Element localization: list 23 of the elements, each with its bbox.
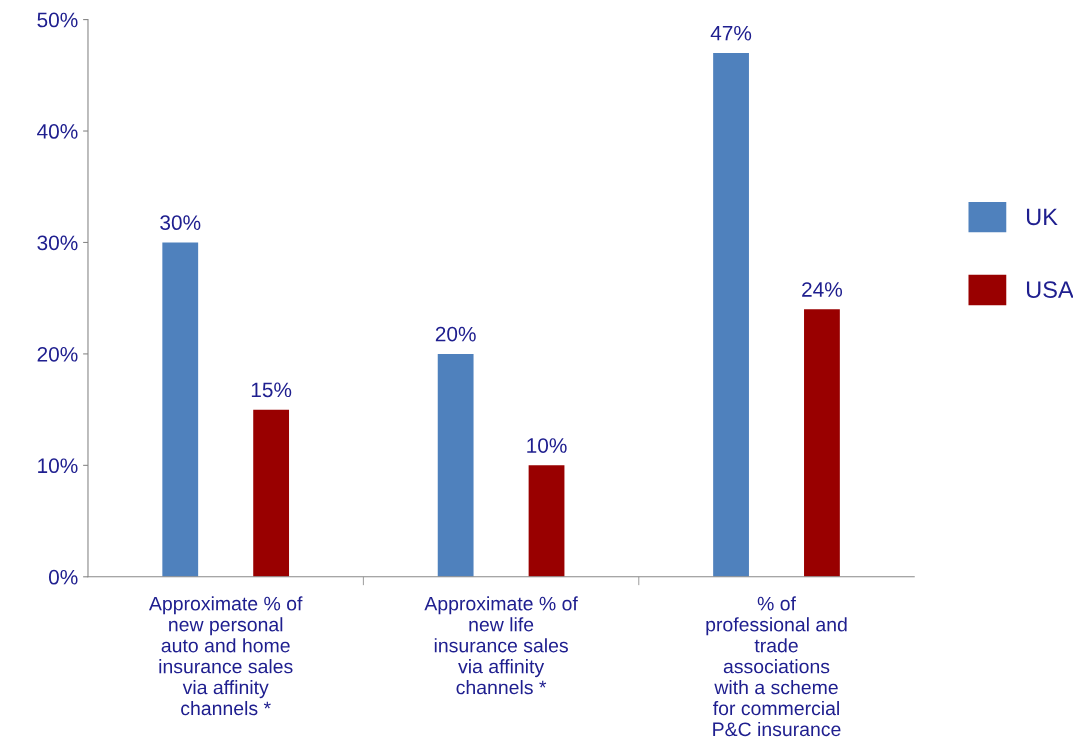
y-tick-label: 30% [37, 235, 78, 251]
data-label: 15% [251, 382, 292, 398]
x-tick-label: % of professional and trade associations with a scheme for commercial P&C insurance [706, 596, 847, 737]
y-tick-label: 20% [37, 346, 78, 362]
bar [528, 465, 565, 577]
y-tick-label: 0% [48, 569, 78, 585]
data-label: 47% [710, 25, 752, 41]
data-label: 30% [160, 215, 201, 231]
data-label: 10% [527, 438, 567, 453]
bar [804, 309, 840, 577]
y-tick-label: 50% [37, 12, 78, 28]
legend-label: USA [1026, 281, 1073, 298]
y-tick-label: 10% [38, 458, 78, 474]
x-tick-label: Approximate % of new life insurance sales via affinity channels * [424, 596, 578, 695]
legend-label: UK [1026, 208, 1058, 226]
bar [253, 409, 290, 577]
bar [713, 53, 749, 577]
data-label: 20% [435, 326, 476, 342]
bar [437, 353, 474, 577]
y-tick-label: 40% [37, 124, 78, 139]
data-label: 24% [802, 282, 843, 297]
bar [162, 242, 199, 577]
x-tick-label: Approximate % of new personal auto and home insurance sales via affinity channels * [149, 596, 303, 716]
